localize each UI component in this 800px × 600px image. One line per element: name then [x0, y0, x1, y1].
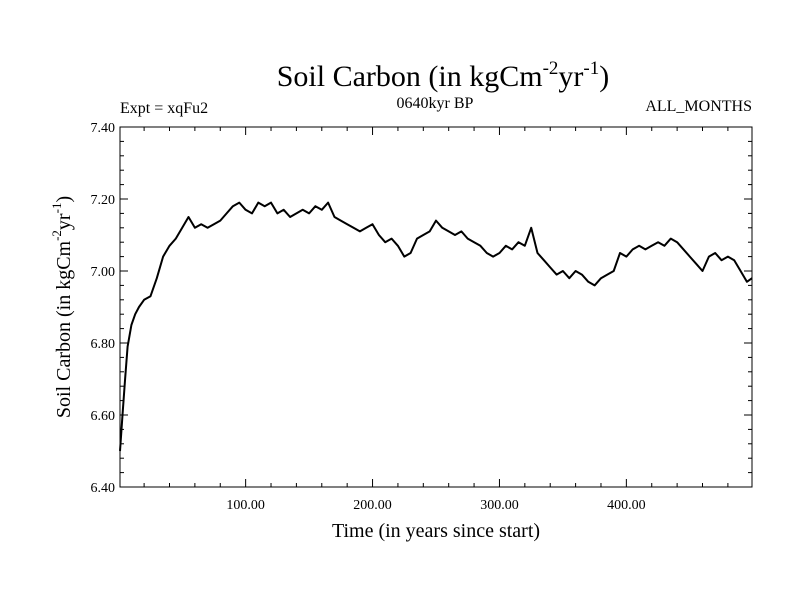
x-tick-label: 400.00 — [607, 498, 646, 513]
chart-title: Soil Carbon (in kgCm-2yr-1) — [277, 58, 610, 93]
x-axis-label: Time (in years since start) — [332, 520, 540, 542]
plot-frame — [119, 126, 753, 488]
y-axis-label-main: Soil Carbon (in kgCm — [53, 240, 75, 418]
y-tick-labels: 6.40 6.60 6.80 7.00 7.20 7.40 — [91, 121, 116, 496]
y-tick-label: 6.80 — [91, 337, 116, 352]
chart-title-mid: yr — [558, 60, 583, 93]
y-axis-label: Soil Carbon (in kgCm-2yr-1) — [49, 196, 75, 418]
y-tick-label: 6.60 — [91, 409, 116, 424]
chart-title-main: Soil Carbon (in kgCm — [277, 60, 543, 93]
y-tick-label: 7.40 — [91, 121, 116, 136]
x-tick-label: 200.00 — [353, 498, 392, 513]
y-tick-label: 7.00 — [91, 265, 116, 280]
chart-title-sup2: -1 — [583, 58, 599, 79]
period-label: 0640kyr BP — [397, 95, 474, 112]
y-tick-label: 7.20 — [91, 193, 116, 208]
y-axis-label-mid: yr — [53, 213, 75, 230]
x-tick-labels: 100.00 200.00 300.00 400.00 — [226, 498, 645, 513]
series-lines — [119, 201, 753, 452]
x-tick-label: 100.00 — [226, 498, 265, 513]
months-label: ALL_MONTHS — [645, 98, 752, 115]
y-axis-label-end: ) — [53, 196, 75, 203]
y-tick-label: 6.40 — [91, 481, 116, 496]
chart-title-end: ) — [599, 60, 609, 93]
y-axis-label-sup1: -2 — [49, 230, 64, 241]
chart-title-sup1: -2 — [543, 58, 559, 79]
axis-ticks — [120, 127, 752, 487]
y-axis-label-sup2: -1 — [49, 203, 64, 214]
series-line-soil-carbon — [119, 201, 753, 452]
x-tick-label: 300.00 — [480, 498, 519, 513]
experiment-label: Expt = xqFu2 — [120, 100, 208, 117]
